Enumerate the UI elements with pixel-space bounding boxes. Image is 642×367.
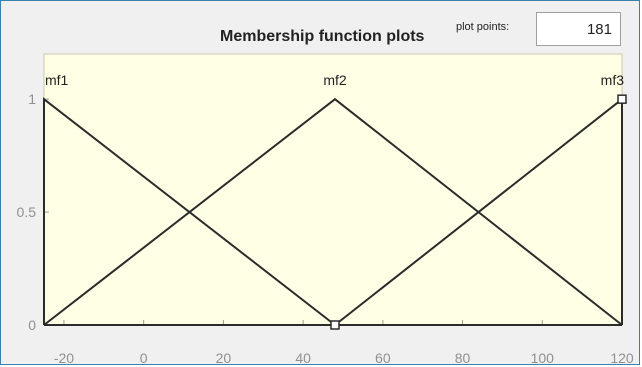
plot-points-input[interactable] — [536, 12, 621, 46]
y-tick-label: 0.5 — [17, 204, 37, 220]
axes-area[interactable] — [43, 53, 623, 326]
y-tick-label: 1 — [28, 91, 36, 107]
x-tick-label: 0 — [140, 350, 148, 366]
mf-label-mf3[interactable]: mf3 — [601, 72, 625, 88]
y-tick-label: 0 — [28, 317, 36, 333]
mf-label-mf2[interactable]: mf2 — [323, 72, 347, 88]
x-tick-label: 20 — [216, 350, 232, 366]
x-tick-label: 120 — [610, 350, 634, 366]
selection-marker[interactable] — [617, 94, 627, 104]
x-tick-label: 40 — [295, 350, 311, 366]
x-tick-label: 80 — [455, 350, 471, 366]
x-tick-label: 60 — [375, 350, 391, 366]
panel-title: Membership function plots — [220, 28, 425, 45]
mf-label-mf1[interactable]: mf1 — [45, 72, 69, 88]
selection-marker[interactable] — [330, 320, 340, 330]
mf-line-mf2[interactable] — [43, 97, 623, 326]
mf-line-mf1[interactable] — [43, 97, 336, 326]
x-tick-label: 100 — [531, 350, 555, 366]
x-tick-label: -20 — [54, 350, 74, 366]
plot-points-label: plot points: — [456, 21, 510, 33]
